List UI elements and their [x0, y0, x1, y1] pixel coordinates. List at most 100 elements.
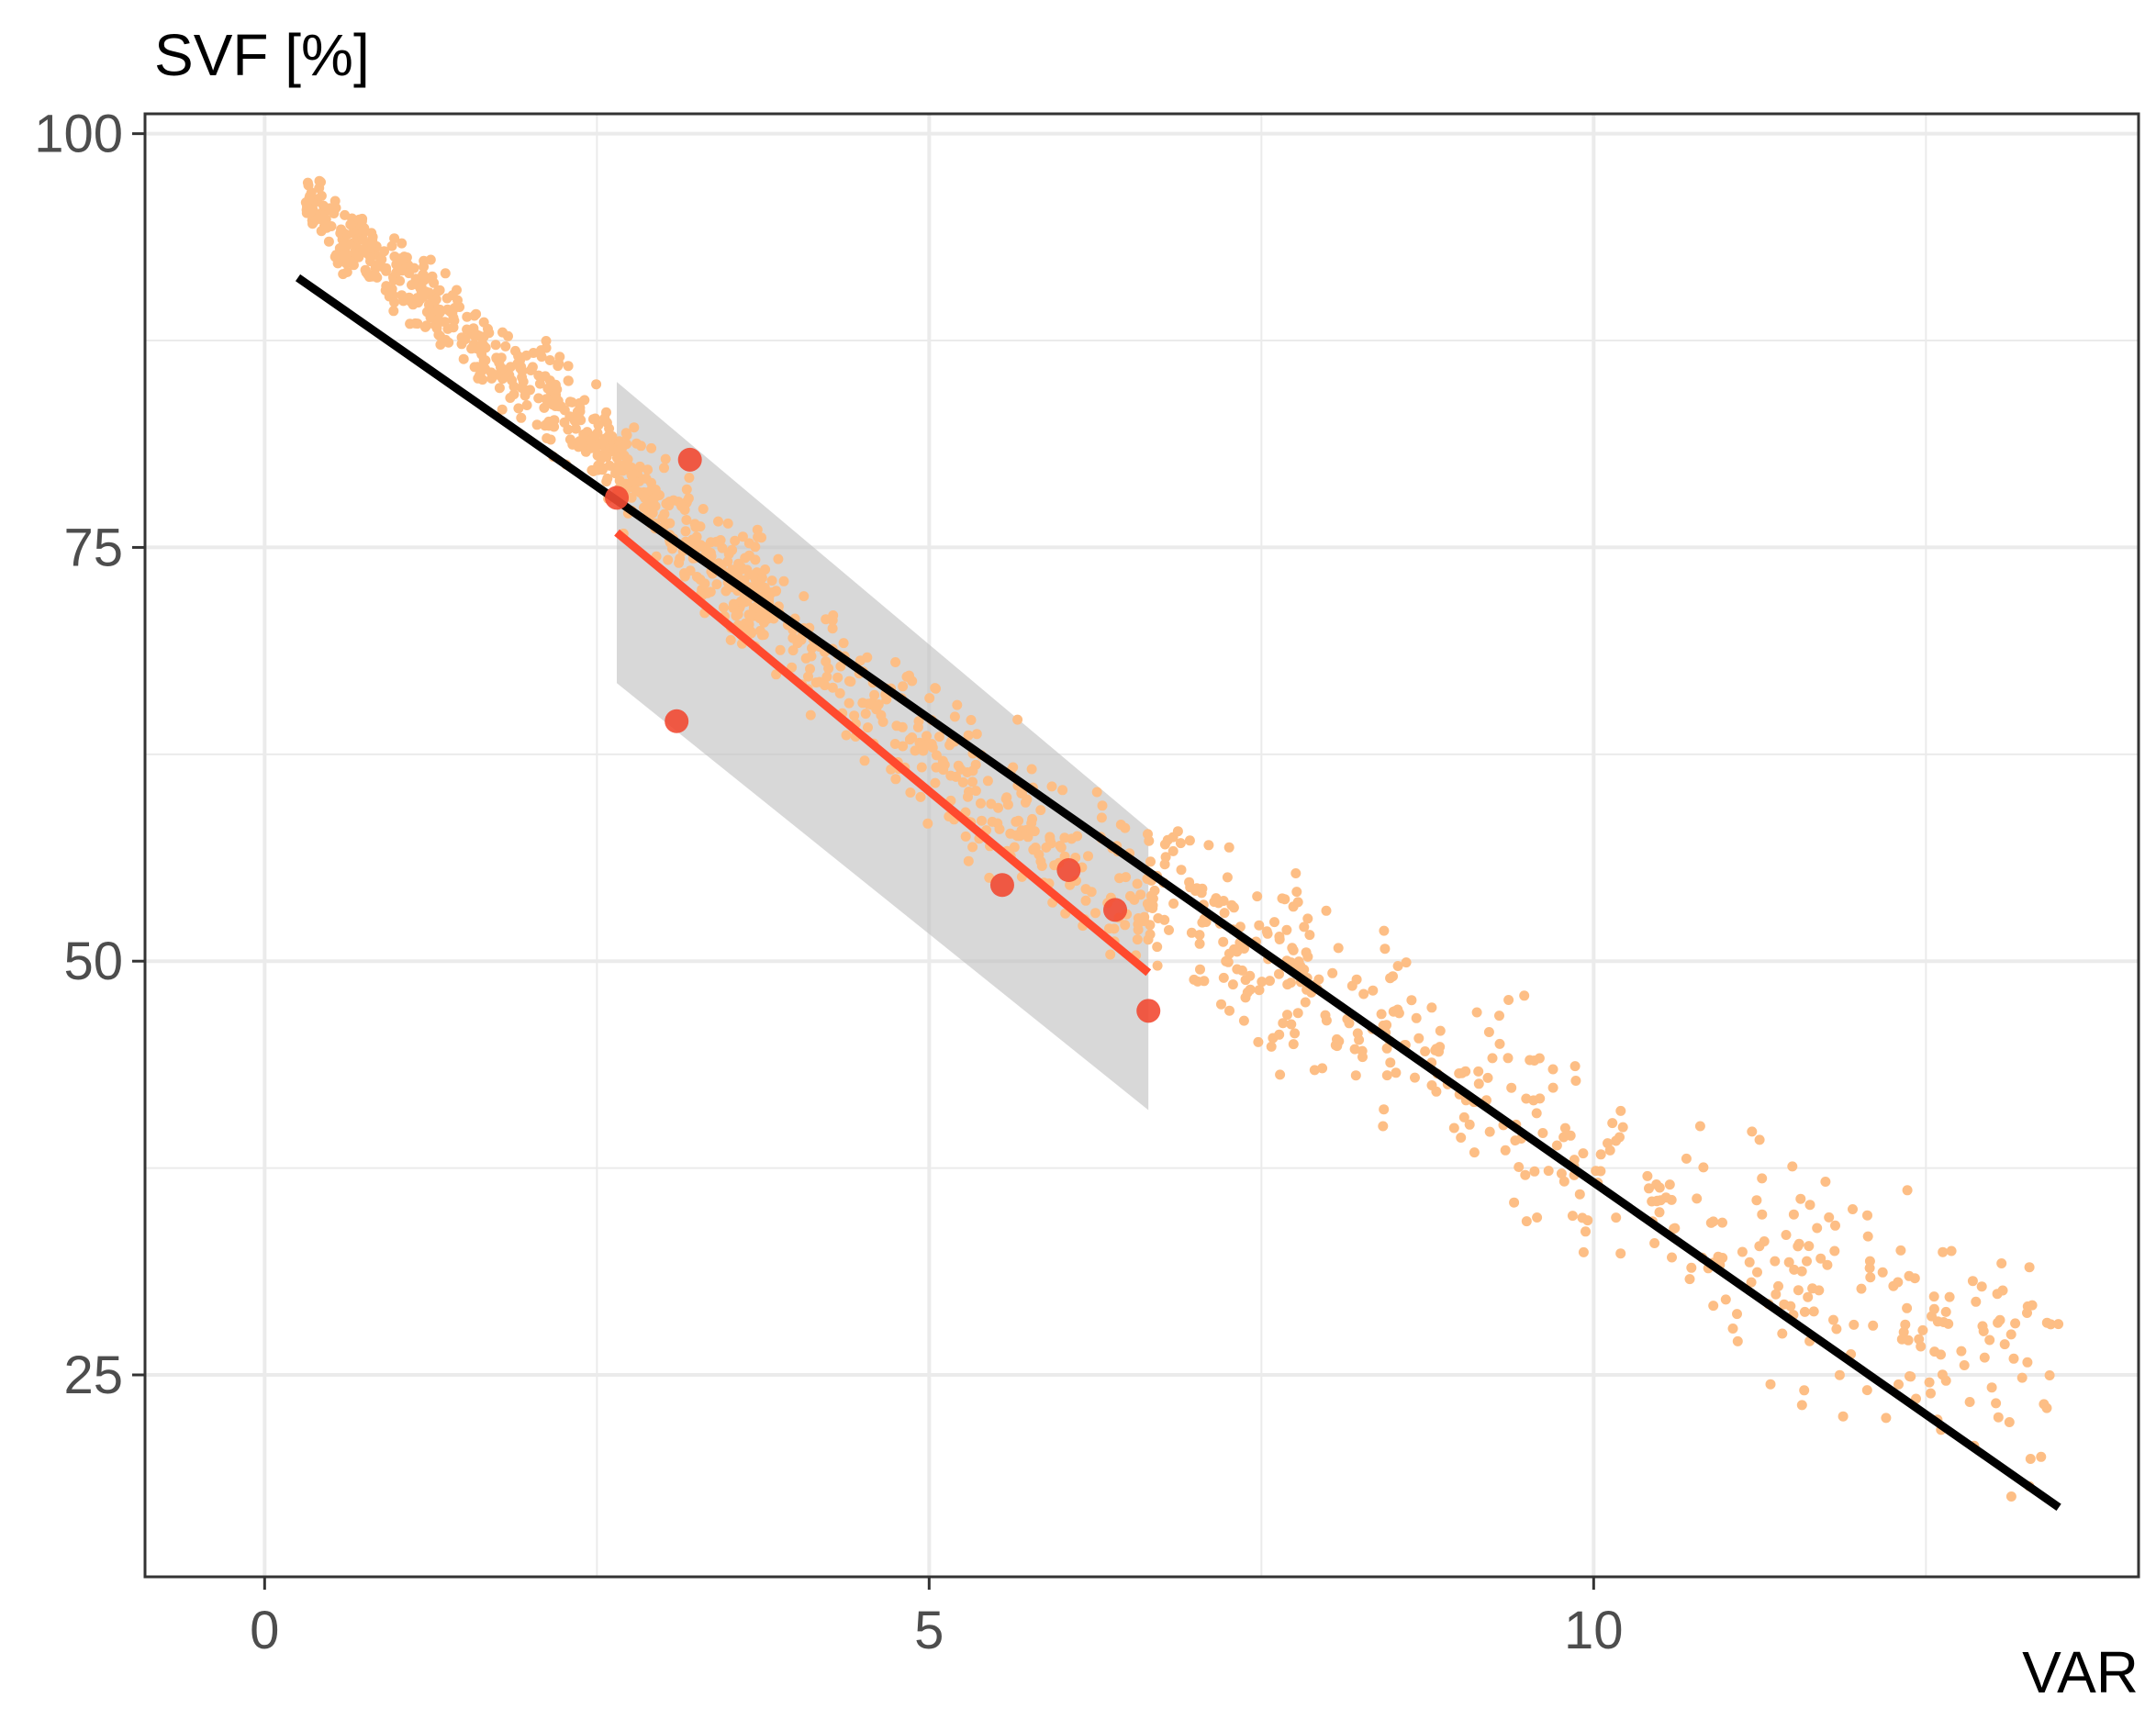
- background-point: [1456, 1133, 1467, 1143]
- background-point: [1559, 1122, 1570, 1134]
- background-point: [370, 270, 381, 281]
- background-point: [1684, 1274, 1695, 1285]
- background-point: [1917, 1324, 1928, 1335]
- background-point: [756, 573, 767, 583]
- background-point: [927, 743, 938, 753]
- background-point: [525, 365, 536, 375]
- background-point: [922, 818, 933, 829]
- background-point: [345, 219, 356, 230]
- background-point: [1986, 1382, 1997, 1393]
- background-point: [1521, 1216, 1532, 1227]
- background-point: [420, 286, 431, 297]
- background-point: [1288, 901, 1299, 912]
- background-point: [1458, 1111, 1469, 1122]
- background-point: [860, 709, 871, 720]
- background-point: [476, 338, 487, 349]
- background-point: [317, 214, 328, 225]
- confidence-band-layer: [617, 382, 1149, 1111]
- background-point: [1055, 841, 1066, 851]
- background-point: [1698, 1162, 1709, 1173]
- background-point: [564, 434, 575, 445]
- background-point: [1026, 818, 1037, 829]
- background-point: [1391, 1067, 1402, 1078]
- background-point: [889, 739, 900, 749]
- background-point: [1822, 1259, 1833, 1270]
- background-point: [960, 831, 971, 842]
- background-point: [1194, 938, 1205, 949]
- background-point: [2053, 1319, 2064, 1330]
- axis-ticks: 0 5 10 25 50 75 100: [34, 105, 1623, 1660]
- background-point: [1830, 1220, 1840, 1231]
- background-point: [778, 575, 789, 586]
- highlight-points-layer: [605, 447, 1161, 1023]
- background-point: [898, 741, 909, 752]
- background-point: [1727, 1324, 1738, 1334]
- background-point: [1667, 1252, 1677, 1263]
- background-point: [500, 341, 511, 352]
- background-point: [901, 671, 912, 682]
- background-point: [1302, 951, 1313, 962]
- background-point: [1218, 972, 1229, 983]
- background-point: [566, 396, 577, 408]
- background-point: [549, 415, 560, 426]
- x-tick-label: 10: [1564, 1601, 1624, 1660]
- background-point: [1510, 1135, 1521, 1146]
- background-point: [1471, 1007, 1482, 1018]
- background-point: [1026, 764, 1037, 775]
- background-point: [890, 657, 901, 667]
- background-point: [1378, 1121, 1389, 1132]
- background-point: [533, 393, 544, 404]
- background-point: [1556, 1168, 1567, 1179]
- background-point: [680, 526, 691, 537]
- background-point: [1290, 868, 1301, 878]
- background-point: [1777, 1328, 1788, 1339]
- background-point: [1041, 842, 1052, 853]
- background-point: [805, 664, 815, 675]
- background-point: [346, 256, 357, 267]
- background-point: [621, 439, 632, 450]
- background-point: [1956, 1346, 1967, 1357]
- background-point: [1799, 1385, 1810, 1396]
- background-point: [1577, 1212, 1588, 1223]
- y-tick-label: 100: [34, 105, 123, 164]
- background-point: [386, 240, 397, 251]
- background-point: [447, 308, 458, 318]
- background-point: [472, 362, 483, 373]
- background-point: [541, 336, 552, 346]
- background-point: [1012, 831, 1023, 842]
- background-point: [1578, 1148, 1589, 1159]
- background-point: [1254, 985, 1265, 996]
- background-point: [2024, 1262, 2035, 1273]
- background-point: [949, 711, 960, 722]
- background-point: [915, 791, 926, 802]
- background-point: [1669, 1223, 1680, 1234]
- background-point: [1245, 970, 1256, 981]
- background-point: [1129, 894, 1140, 905]
- background-point: [1531, 1108, 1542, 1119]
- background-point: [1959, 1360, 1970, 1370]
- background-point: [1352, 1028, 1363, 1039]
- background-point: [1746, 1277, 1757, 1288]
- background-point: [388, 306, 399, 317]
- background-point: [1067, 833, 1077, 844]
- background-point: [1649, 1238, 1660, 1248]
- background-point: [634, 461, 645, 472]
- background-point: [2004, 1417, 2015, 1427]
- background-point: [1302, 913, 1313, 924]
- background-point: [460, 334, 471, 345]
- background-point: [536, 345, 546, 356]
- background-point: [330, 195, 341, 207]
- background-point: [2036, 1451, 2047, 1462]
- background-point: [1895, 1245, 1906, 1256]
- background-point: [534, 378, 545, 389]
- background-point: [967, 842, 978, 853]
- background-point: [579, 395, 590, 406]
- background-point: [2016, 1372, 2028, 1383]
- background-point: [1654, 1207, 1665, 1218]
- background-point: [1152, 960, 1163, 971]
- background-point: [1856, 1283, 1867, 1294]
- background-point: [1282, 979, 1293, 990]
- background-point: [1793, 1285, 1804, 1296]
- background-point: [814, 676, 825, 687]
- background-point: [750, 542, 761, 553]
